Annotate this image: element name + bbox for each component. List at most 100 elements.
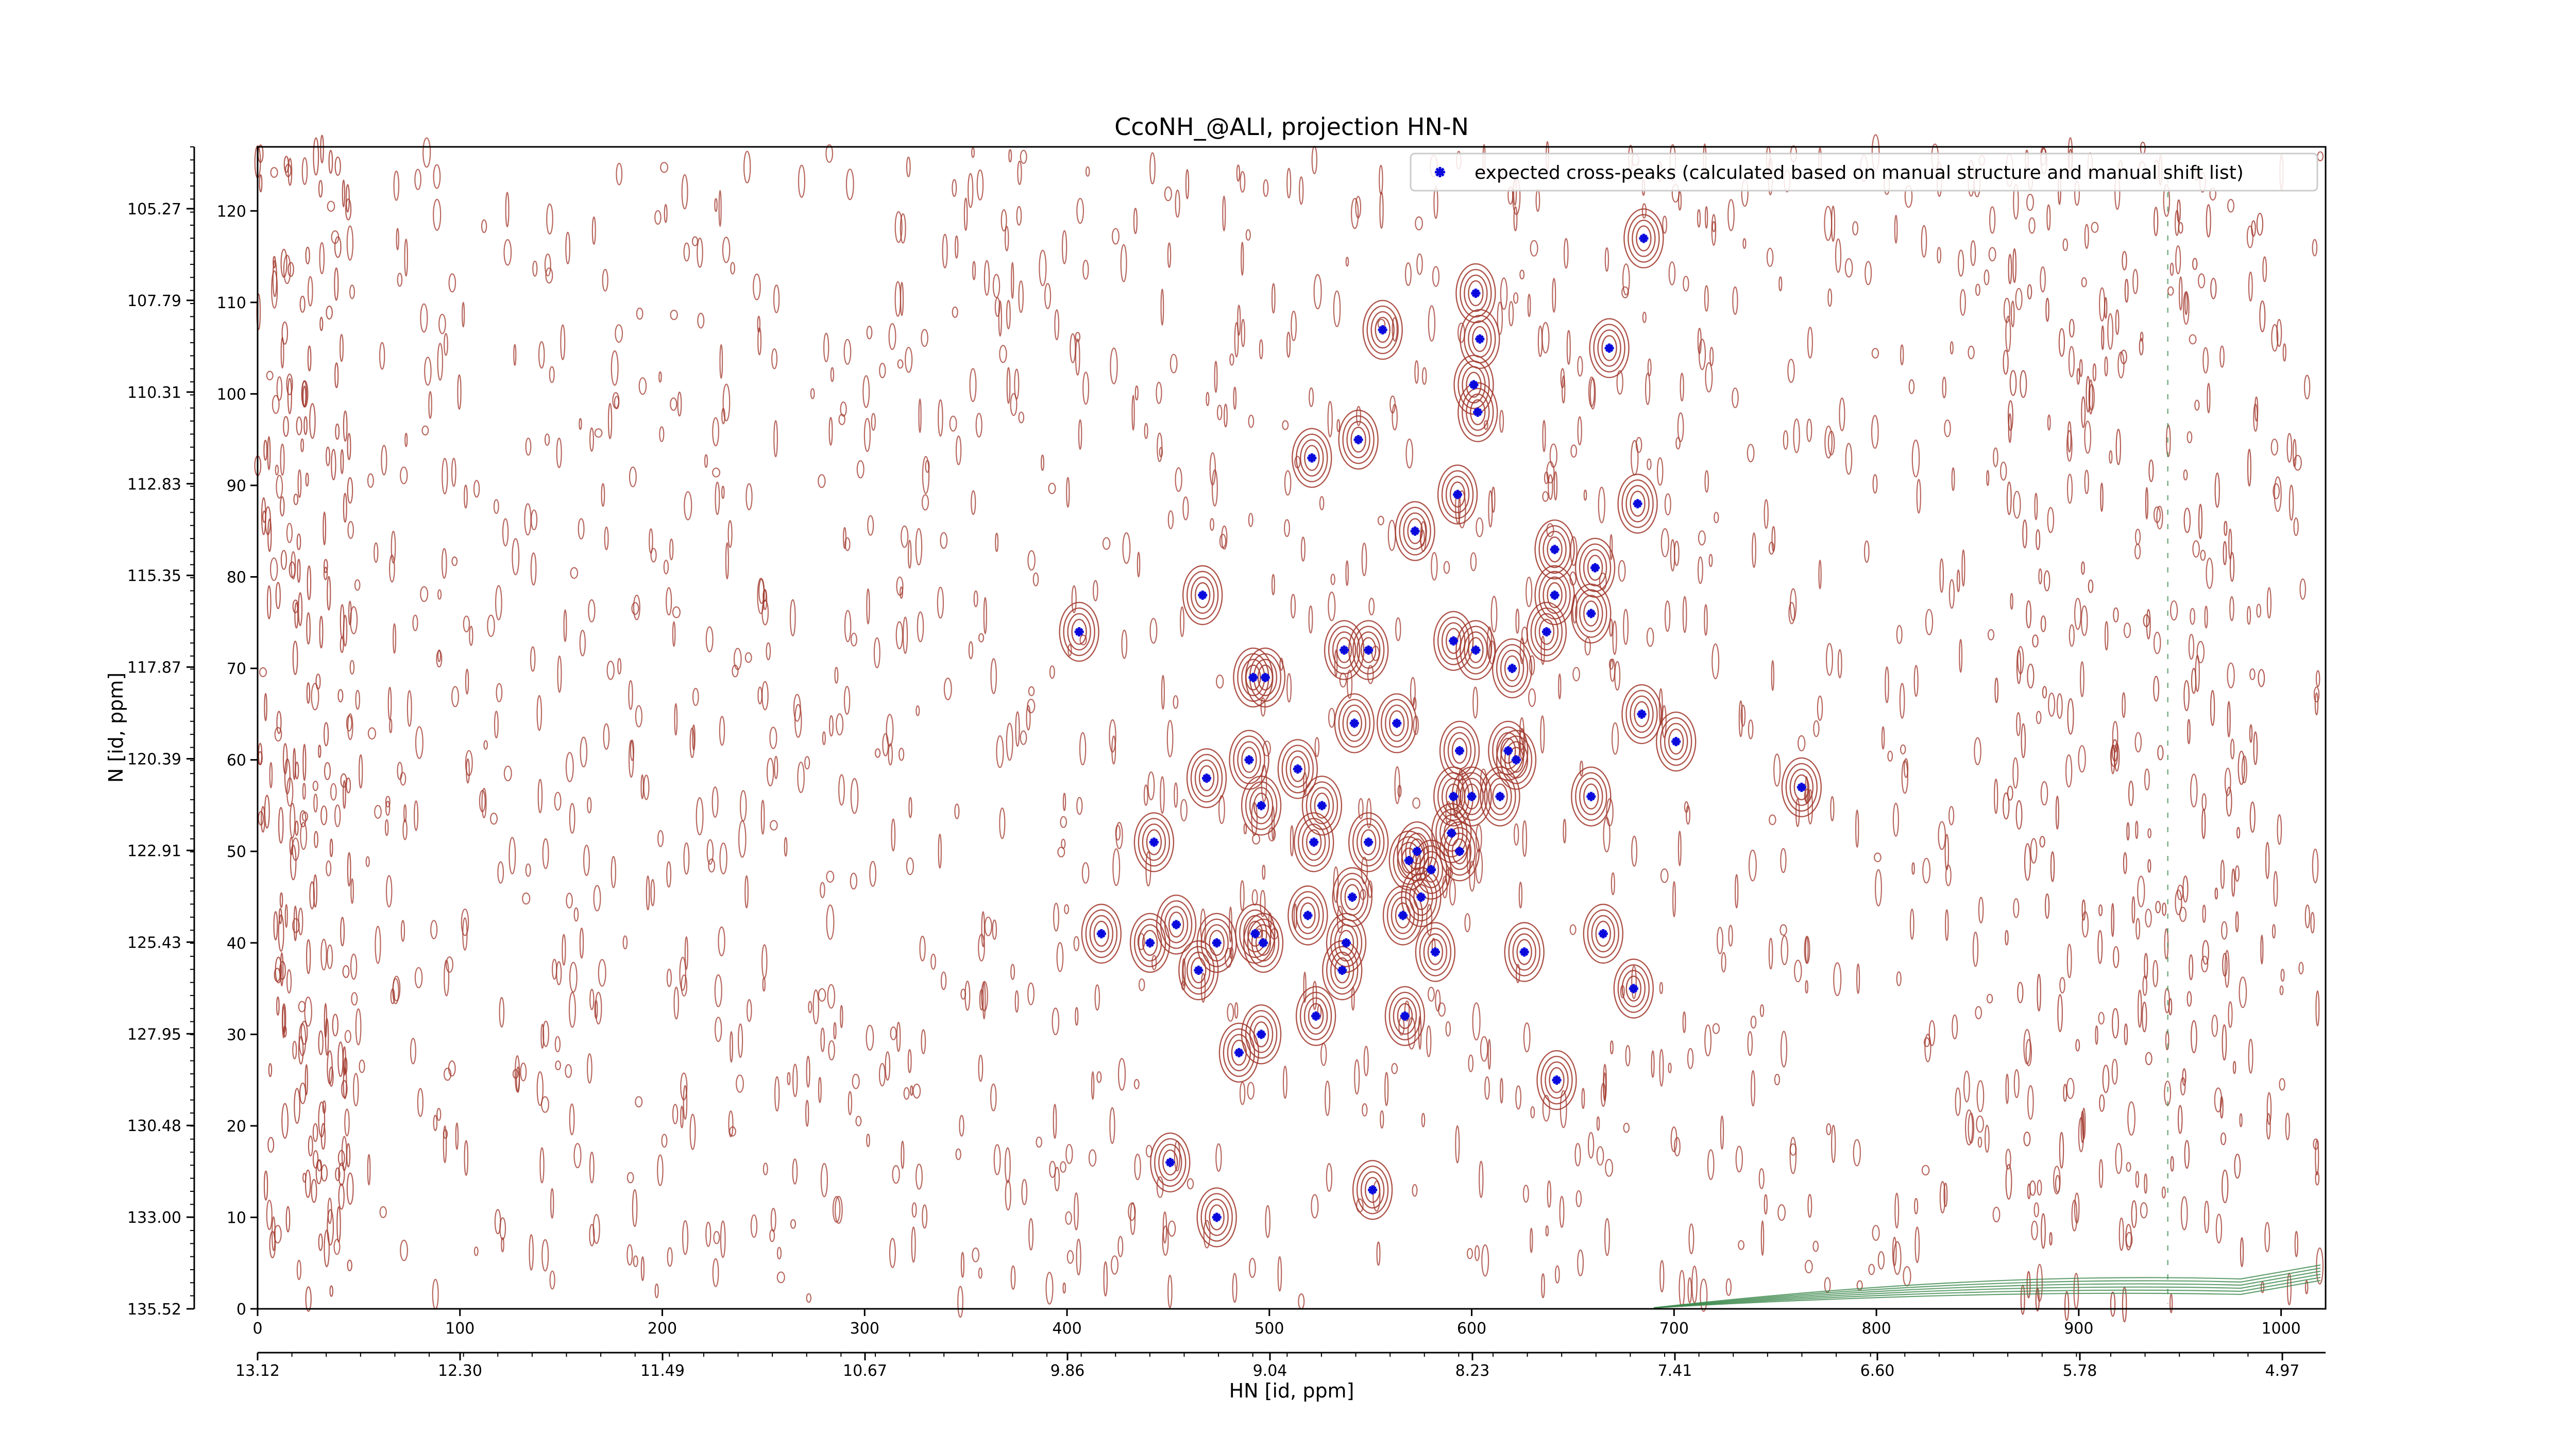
noise-contour: [894, 281, 902, 317]
cross-peak-marker: [1212, 938, 1222, 948]
x-ppm-tick-label: 13.12: [235, 1362, 280, 1380]
noise-contour: [1537, 325, 1543, 357]
noise-contour: [916, 705, 920, 716]
noise-contour: [1766, 247, 1774, 267]
noise-contour: [327, 1050, 333, 1085]
noise-contour: [601, 483, 605, 507]
peak-contour: [1579, 778, 1603, 815]
noise-contour: [2021, 723, 2026, 759]
peak-contour: [1304, 445, 1320, 471]
peak-contour: [1439, 720, 1480, 781]
noise-contour: [2115, 309, 2120, 335]
noise-contour: [663, 560, 669, 575]
noise-contour: [433, 1115, 438, 1132]
noise-contour: [2100, 482, 2104, 512]
peak-contour: [1492, 638, 1533, 699]
noise-contour: [990, 658, 997, 695]
noise-contour: [1475, 1245, 1480, 1261]
noise-contour: [1354, 1059, 1360, 1095]
noise-contour: [2222, 1169, 2229, 1204]
peak-contour: [1630, 491, 1646, 517]
noise-contour: [328, 149, 333, 174]
noise-contour: [822, 731, 826, 746]
noise-contour: [999, 345, 1007, 363]
peak-contour: [1308, 1003, 1324, 1030]
peak-contour: [1247, 920, 1263, 947]
noise-contour: [1646, 627, 1654, 647]
noise-contour: [2047, 414, 2051, 431]
noise-contour: [2277, 814, 2282, 845]
noise-contour: [1079, 732, 1087, 766]
noise-contour: [2045, 297, 2049, 322]
noise-contour: [1955, 1087, 1961, 1116]
cross-peak-marker: [1165, 1157, 1175, 1167]
noise-contour: [1291, 310, 1297, 342]
noise-contour: [894, 211, 903, 243]
noise-contour: [616, 162, 623, 186]
peak-contour: [1547, 536, 1563, 563]
noise-contour: [2156, 506, 2163, 530]
noise-contour: [2144, 953, 2148, 980]
noise-contour: [2003, 349, 2009, 375]
noise-contour: [303, 416, 308, 435]
noise-contour: [512, 538, 520, 576]
plot-frame: [257, 146, 2327, 1310]
noise-contour: [2024, 843, 2031, 881]
noise-contour: [925, 460, 930, 473]
noise-contour: [2259, 300, 2266, 332]
noise-contour: [404, 432, 408, 447]
noise-contour: [631, 602, 639, 615]
noise-contour: [2097, 930, 2103, 964]
noise-contour: [433, 198, 442, 231]
peak-contour: [1630, 695, 1654, 733]
noise-contour: [1015, 711, 1020, 747]
noise-contour: [402, 819, 408, 840]
noise-contour: [776, 1246, 782, 1260]
noise-contour: [1262, 864, 1266, 880]
noise-contour: [302, 782, 306, 800]
noise-contour: [908, 797, 912, 818]
noise-contour: [2153, 959, 2159, 987]
peak-contour: [1194, 759, 1219, 797]
noise-contour: [1103, 1261, 1108, 1297]
noise-contour: [1048, 482, 1056, 494]
noise-contour: [2279, 1078, 2285, 1091]
peak-contour: [1597, 329, 1621, 367]
noise-contour: [1067, 644, 1072, 656]
noise-contour: [850, 872, 858, 890]
noise-contour: [1004, 226, 1009, 251]
noise-contour: [2059, 976, 2065, 993]
peak-contour: [1613, 958, 1654, 1019]
noise-contour: [579, 928, 584, 959]
noise-contour: [2111, 1058, 2118, 1085]
noise-contour: [2020, 370, 2027, 398]
noise-contour: [1210, 518, 1214, 531]
noise-contour: [384, 819, 389, 836]
peak-contour: [1285, 750, 1310, 788]
peak-contour: [1253, 793, 1269, 819]
noise-contour: [1584, 637, 1591, 656]
noise-contour: [1856, 963, 1860, 995]
noise-contour: [473, 1246, 479, 1256]
noise-contour: [441, 548, 447, 579]
noise-contour: [2059, 1132, 2064, 1169]
noise-contour: [632, 1189, 638, 1227]
noise-contour: [1180, 799, 1188, 822]
noise-contour: [1174, 782, 1178, 808]
peak-contour: [1441, 470, 1474, 519]
noise-contour: [640, 774, 645, 800]
noise-contour: [1027, 550, 1036, 571]
peak-contour: [1439, 814, 1464, 852]
noise-contour: [1812, 1240, 1819, 1252]
noise-contour: [711, 786, 719, 818]
noise-contour: [421, 425, 429, 436]
noise-contour: [808, 1001, 812, 1014]
noise-contour: [2104, 356, 2108, 377]
noise-contour: [879, 362, 886, 378]
noise-contour: [646, 875, 650, 911]
noise-contour: [313, 793, 318, 813]
noise-contour: [324, 762, 331, 780]
noise-contour: [2084, 420, 2092, 454]
peak-contour: [1300, 439, 1324, 477]
noise-contour: [335, 423, 340, 440]
